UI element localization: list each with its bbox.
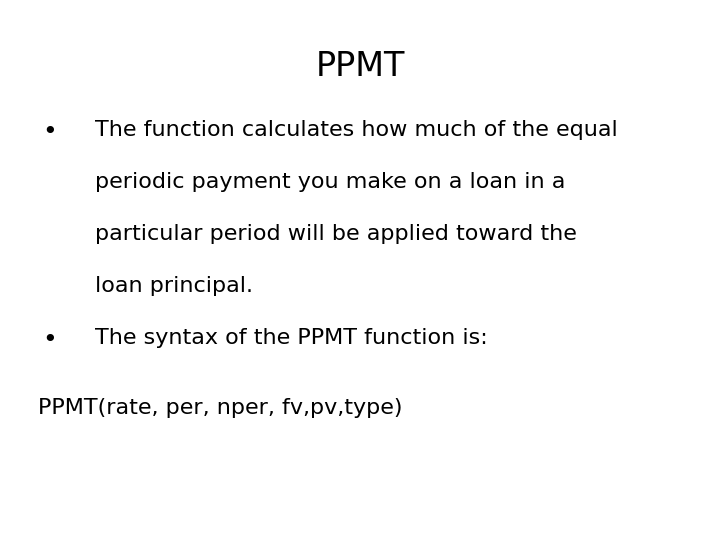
Text: •: • <box>42 328 58 352</box>
Text: PPMT(rate, per, nper, fv,pv,type): PPMT(rate, per, nper, fv,pv,type) <box>38 398 402 418</box>
Text: The function calculates how much of the equal: The function calculates how much of the … <box>95 120 618 140</box>
Text: particular period will be applied toward the: particular period will be applied toward… <box>95 224 577 244</box>
Text: The syntax of the PPMT function is:: The syntax of the PPMT function is: <box>95 328 487 348</box>
Text: PPMT: PPMT <box>315 50 405 83</box>
Text: loan principal.: loan principal. <box>95 276 253 296</box>
Text: •: • <box>42 120 58 144</box>
Text: periodic payment you make on a loan in a: periodic payment you make on a loan in a <box>95 172 565 192</box>
